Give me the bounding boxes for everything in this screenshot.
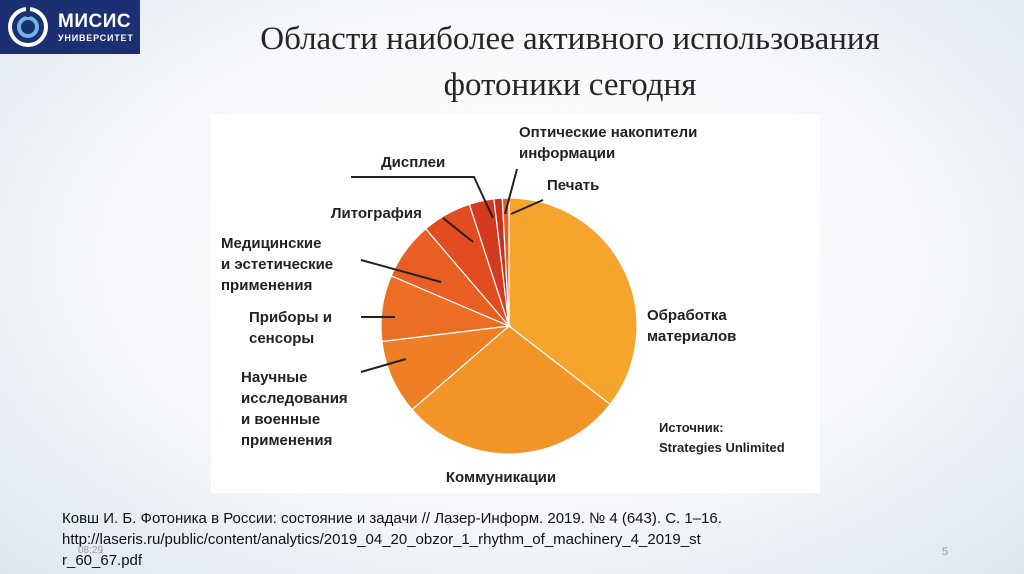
slice-label-2-line-2: и военные [241, 411, 320, 428]
slide-title-line-2: фотоники сегодня [443, 67, 697, 103]
slice-label-3: Приборы и сенсоры [249, 309, 332, 347]
slice-label-2-line-0: Научные [241, 369, 307, 386]
slice-label-7-line-0: Оптические накопители [519, 124, 697, 141]
slide-number: 5 [942, 546, 949, 558]
leader-line-6 [351, 176, 494, 219]
pie-slice-0 [508, 197, 638, 406]
slice-label-6: Дисплеи [381, 154, 445, 171]
slice-label-2-line-1: исследования [241, 390, 348, 407]
slice-label-1: Коммуникации [446, 469, 556, 486]
slice-label-0: Обработка материалов [647, 307, 736, 345]
leader-line-8 [510, 199, 544, 215]
pie-chart: Обработка материалов Коммуникации Научные ис… [211, 114, 820, 493]
slice-label-3-line-0: Приборы и [249, 309, 332, 326]
misis-logo-icon [8, 7, 48, 47]
slide-time: 08:29 [78, 545, 104, 556]
reference-line-3[interactable]: r_60_67.pdf [62, 552, 143, 569]
leader-line-5 [442, 217, 474, 243]
slide-title-line-1: Области наиболее активного использования [260, 21, 880, 57]
pie-slice-2 [381, 325, 511, 411]
reference-line-2[interactable]: http://laseris.ru/public/content/analyti… [62, 531, 701, 548]
slice-label-4: Медицинские и эстетические применения [221, 235, 333, 294]
reference-line-1: Ковш И. Б. Фотоника в России: состояние … [62, 510, 722, 527]
leader-line-7 [504, 168, 518, 215]
logo-subtitle: УНИВЕРСИТЕТ [58, 32, 134, 43]
slide-title: Области наиболее активного использования… [180, 16, 960, 108]
slice-label-6-line-0: Дисплеи [381, 154, 445, 171]
slice-label-8: Печать [547, 177, 599, 194]
chart-source-line-1: Strategies Unlimited [659, 440, 785, 455]
slice-label-4-line-1: и эстетические [221, 256, 333, 273]
slice-label-8-line-0: Печать [547, 177, 599, 194]
chart-source-line-0: Источник: [659, 420, 724, 435]
slice-label-5: Литография [331, 205, 422, 222]
leader-line-4 [360, 259, 442, 283]
slice-label-4-line-2: применения [221, 277, 312, 294]
slice-label-7-line-1: информации [519, 145, 615, 162]
leader-line-2 [360, 358, 407, 373]
slice-label-7: Оптические накопители информации [519, 124, 697, 162]
slice-label-0-line-1: материалов [647, 328, 736, 345]
reference: Ковш И. Б. Фотоника в России: состояние … [62, 508, 862, 571]
slice-label-1-line-0: Коммуникации [446, 469, 556, 486]
misis-logo: МИСИС УНИВЕРСИТЕТ [0, 0, 140, 54]
logo-name: МИСИС [58, 10, 132, 32]
pie-slice-1 [411, 325, 612, 455]
slice-label-2: Научные исследования и военные применения [241, 369, 348, 449]
slice-label-4-line-0: Медицинские [221, 235, 322, 252]
slice-label-0-line-0: Обработка [647, 307, 727, 324]
pie-chart-svg: Обработка материалов Коммуникации Научные ис… [221, 124, 785, 486]
slice-label-2-line-3: применения [241, 432, 332, 449]
slice-label-3-line-1: сенсоры [249, 330, 314, 347]
chart-source: Источник: Strategies Unlimited [659, 420, 785, 455]
slice-label-5-line-0: Литография [331, 205, 422, 222]
